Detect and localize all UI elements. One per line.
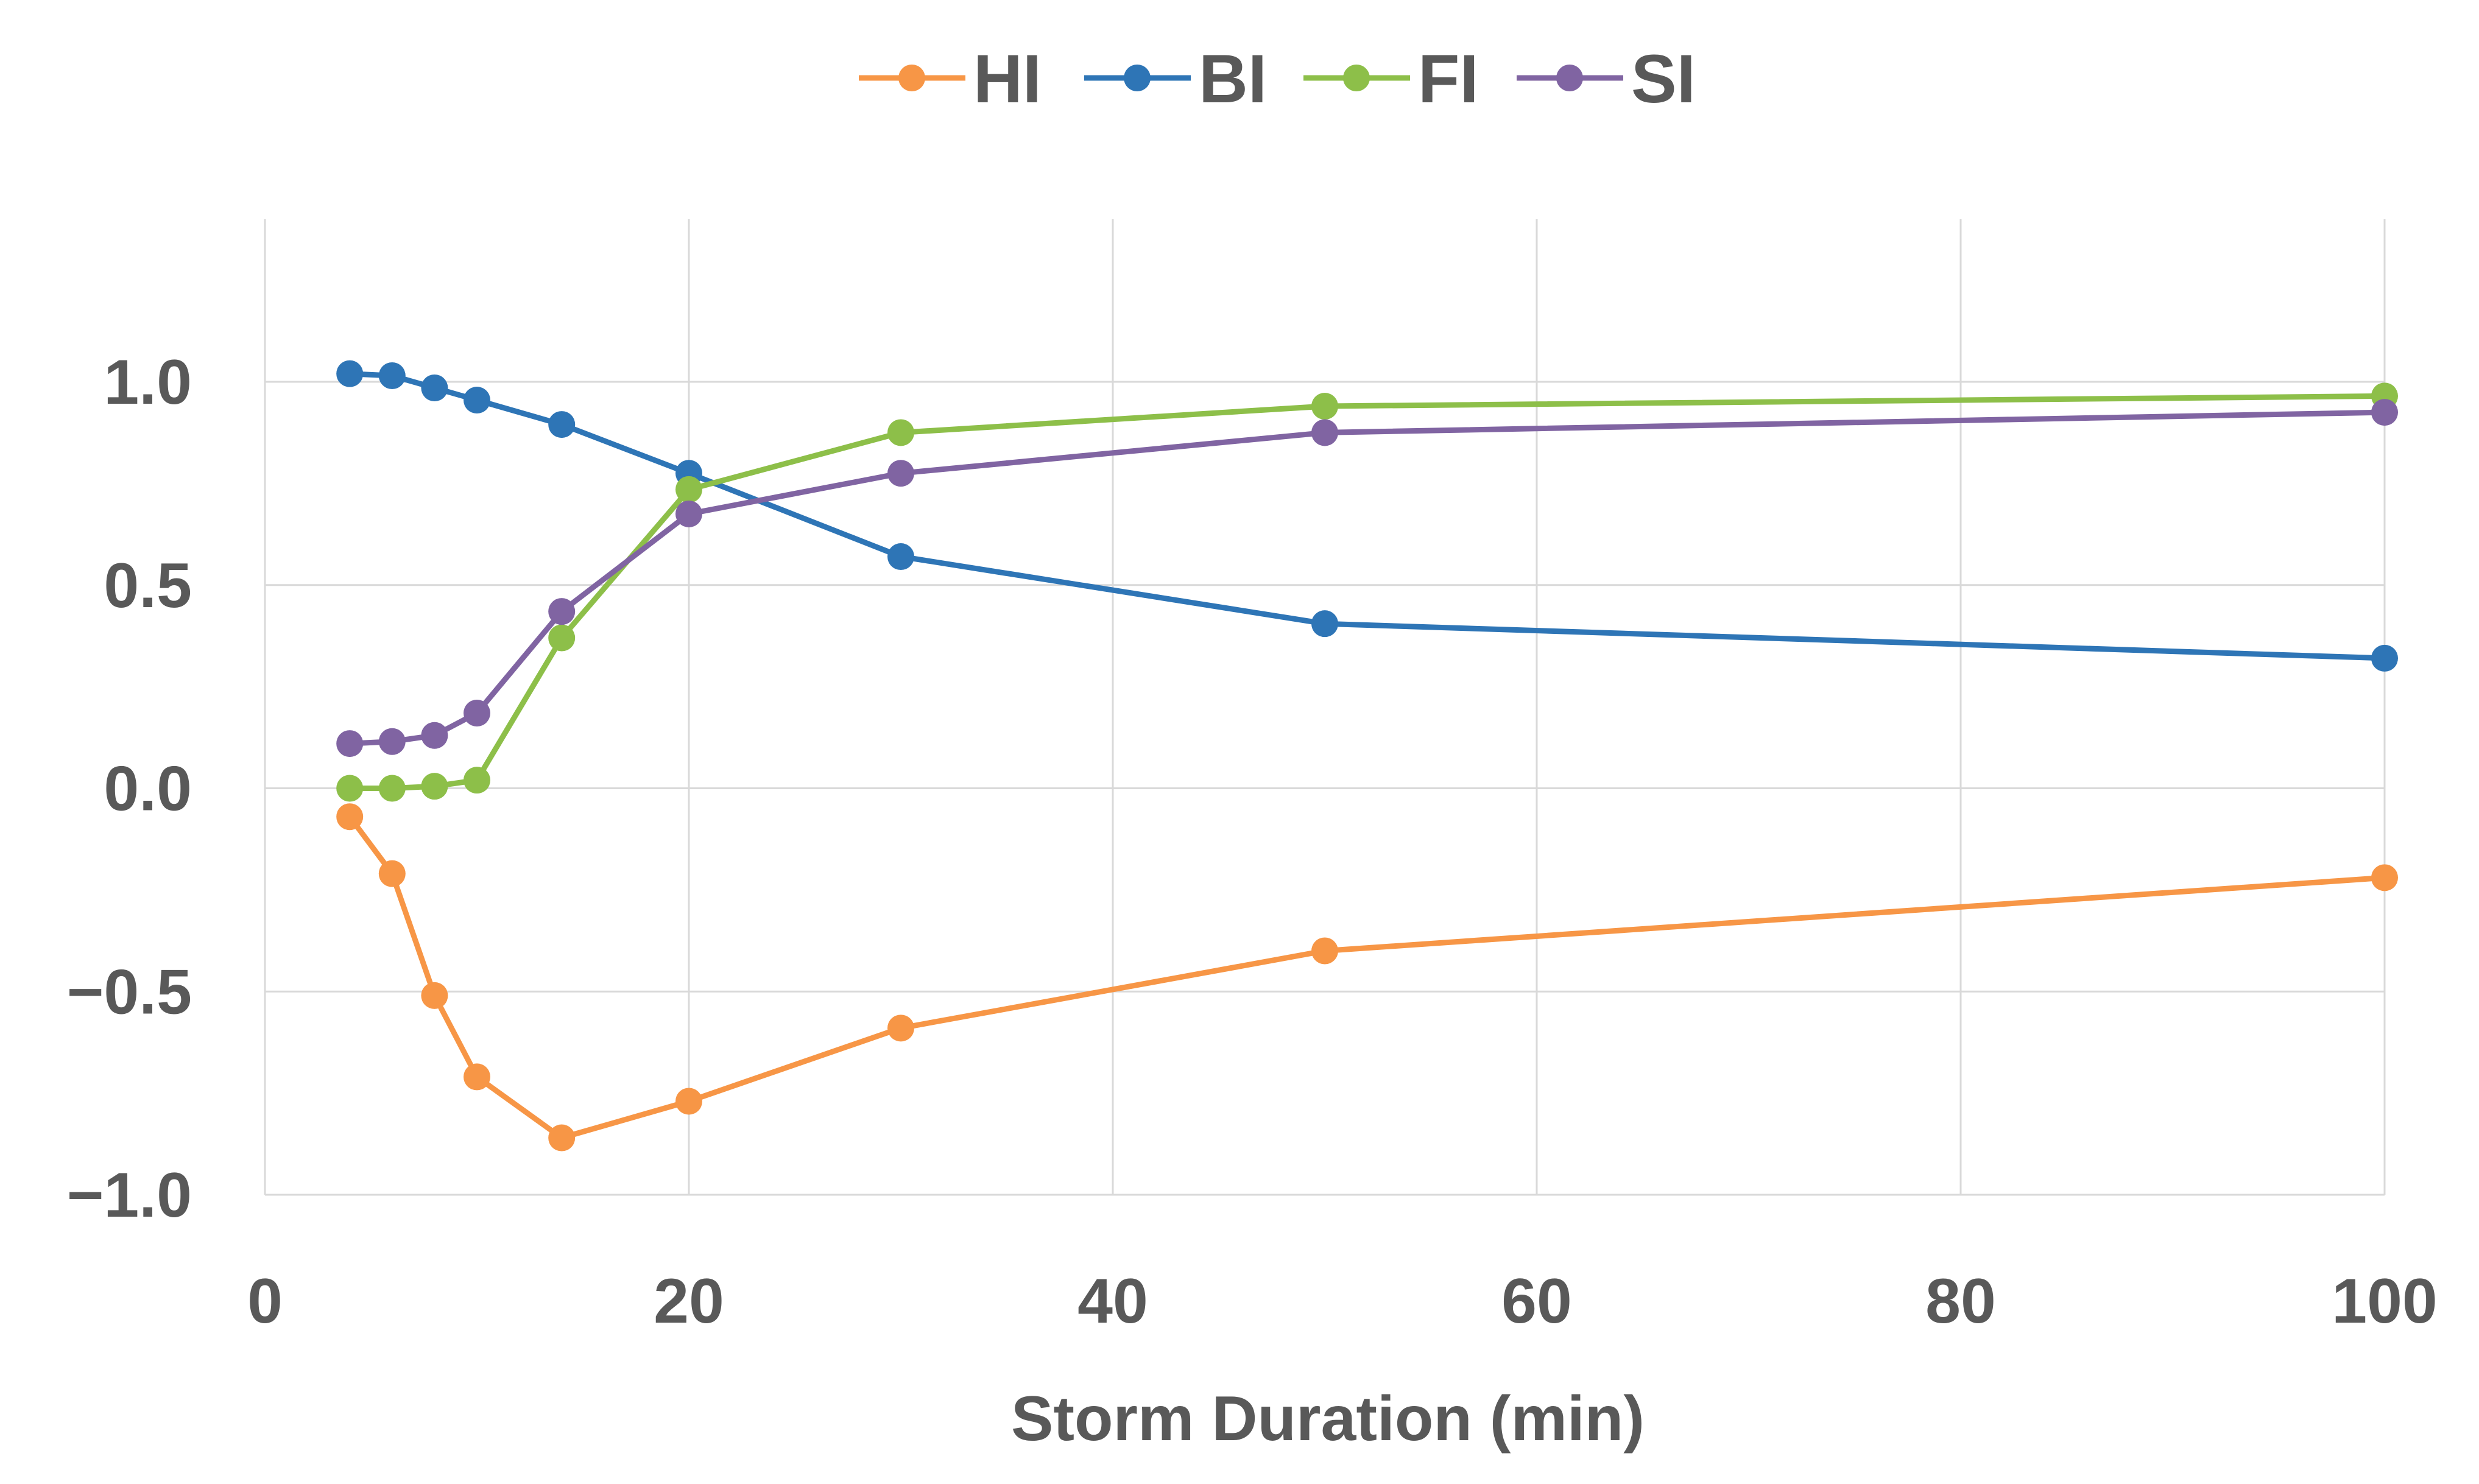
legend-item-bi: BI — [1084, 41, 1267, 117]
data-point-si — [421, 722, 448, 749]
data-point-si — [675, 500, 702, 527]
x-tick-label: 80 — [1925, 1266, 1996, 1337]
data-point-hi — [378, 860, 406, 887]
y-tick-label: 1.0 — [104, 347, 192, 418]
data-point-bi — [421, 375, 448, 402]
data-point-si — [378, 728, 406, 755]
series-fi — [336, 382, 2398, 802]
legend-marker — [1343, 65, 1370, 91]
x-tick-label: 60 — [1501, 1266, 1572, 1337]
series-line-fi — [350, 393, 2385, 791]
x-tick-label: 100 — [2332, 1266, 2438, 1337]
data-point-si — [887, 460, 914, 487]
series-layer — [336, 360, 2398, 1152]
data-point-bi — [464, 387, 490, 414]
data-point-hi — [548, 1124, 576, 1152]
legend-marker — [1556, 65, 1583, 91]
legend-label: HI — [973, 41, 1042, 117]
data-point-fi — [336, 775, 364, 802]
data-point-si — [2371, 399, 2398, 426]
data-point-bi — [378, 362, 406, 389]
data-point-hi — [336, 803, 364, 831]
x-axis-title: Storm Duration (min) — [1011, 1384, 1645, 1454]
y-tick-label: −1.0 — [67, 1160, 192, 1231]
legend-marker — [898, 65, 925, 91]
data-point-hi — [887, 1015, 914, 1042]
legend-item-si: SI — [1517, 41, 1696, 117]
legend-label: SI — [1631, 41, 1696, 117]
data-point-fi — [1311, 393, 1338, 420]
data-point-fi — [887, 419, 914, 446]
data-point-si — [464, 700, 490, 727]
data-point-bi — [336, 360, 364, 387]
x-tick-label: 20 — [654, 1266, 724, 1337]
series-hi — [336, 803, 2398, 1152]
data-point-fi — [548, 624, 576, 652]
series-line-hi — [347, 815, 2385, 1141]
data-point-bi — [1311, 610, 1338, 638]
data-point-fi — [421, 773, 448, 800]
series-bi — [336, 360, 2398, 672]
data-point-bi — [2371, 644, 2398, 672]
data-point-fi — [464, 767, 490, 794]
legend-label: BI — [1199, 41, 1267, 117]
data-point-bi — [887, 543, 914, 571]
data-point-si — [1311, 419, 1338, 446]
x-tick-label: 40 — [1077, 1266, 1148, 1337]
data-point-hi — [2371, 864, 2398, 891]
data-point-hi — [1311, 937, 1338, 965]
data-point-si — [336, 730, 364, 758]
legend-item-hi: HI — [859, 41, 1042, 117]
axes: 0 20 40 60 80 100 −1.0 −0.5 0.0 0.5 1.0 — [67, 347, 2438, 1337]
data-point-hi — [464, 1063, 490, 1091]
legend-label: FI — [1418, 41, 1479, 117]
grid — [264, 219, 2386, 1196]
data-point-fi — [675, 476, 702, 503]
x-tick-label: 0 — [247, 1266, 283, 1337]
y-tick-label: 0.5 — [104, 550, 192, 621]
legend-item-fi: FI — [1303, 41, 1479, 117]
y-tick-label: −0.5 — [67, 957, 192, 1027]
data-point-si — [548, 598, 576, 625]
series-si — [336, 399, 2398, 758]
legend-marker — [1124, 65, 1151, 91]
data-point-hi — [421, 982, 448, 1009]
data-point-fi — [378, 775, 406, 802]
data-point-bi — [548, 411, 576, 438]
legend: HI BI FI SI — [859, 41, 1696, 117]
y-tick-label: 0.0 — [104, 754, 192, 825]
data-point-hi — [675, 1088, 702, 1115]
